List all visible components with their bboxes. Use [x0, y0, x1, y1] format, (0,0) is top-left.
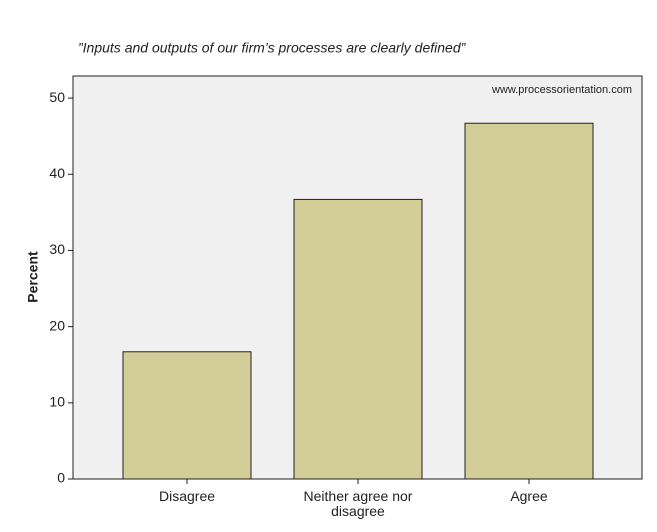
bar	[464, 122, 594, 480]
x-tick-label: Neither agree nor disagree	[303, 488, 413, 519]
chart-title: ”Inputs and outputs of our firm’s proces…	[78, 40, 467, 56]
y-axis-label: Percent	[25, 251, 41, 303]
y-tick-label: 50	[49, 89, 65, 105]
y-tick-label: 40	[49, 165, 65, 181]
bar	[293, 198, 423, 480]
x-tick-label: Disagree	[158, 488, 216, 504]
bar	[122, 351, 252, 480]
annotation: www.processorientation.com	[491, 84, 632, 96]
y-tick-label: 0	[57, 470, 65, 486]
y-tick-label: 10	[49, 394, 65, 410]
y-tick-label: 20	[49, 317, 65, 333]
x-tick-label: Agree	[510, 488, 548, 504]
y-tick-label: 30	[49, 241, 65, 257]
